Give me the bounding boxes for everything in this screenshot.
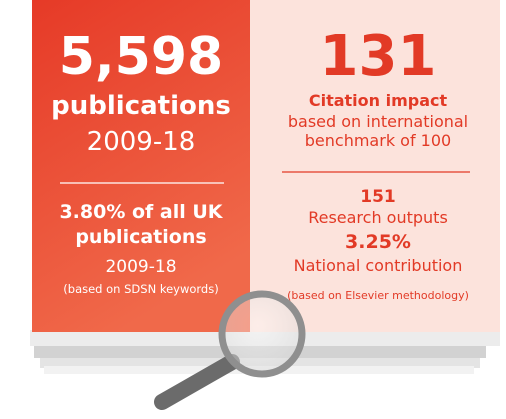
left-period: 2009-18 <box>32 128 250 157</box>
right-headline: 131 <box>256 26 500 89</box>
left-headline-label: publications <box>32 92 250 121</box>
left-share: 3.80% of all UK publications <box>42 200 240 249</box>
left-note: (based on SDSN keywords) <box>32 283 250 296</box>
right-description: based on international benchmark of 100 <box>286 112 470 150</box>
left-headline: 5,598 <box>32 28 250 86</box>
right-outputs-label: Research outputs <box>256 209 500 227</box>
infographic: 5,598 publications 2009-18 3.80% of all … <box>0 0 506 419</box>
right-contribution: 3.25% <box>256 232 500 253</box>
right-note: (based on Elsevier methodology) <box>256 290 500 302</box>
left-share-period: 2009-18 <box>32 258 250 277</box>
right-outputs: 151 <box>256 188 500 207</box>
right-contribution-label: National contribution <box>256 257 500 275</box>
right-headline-label: Citation impact <box>256 92 500 110</box>
